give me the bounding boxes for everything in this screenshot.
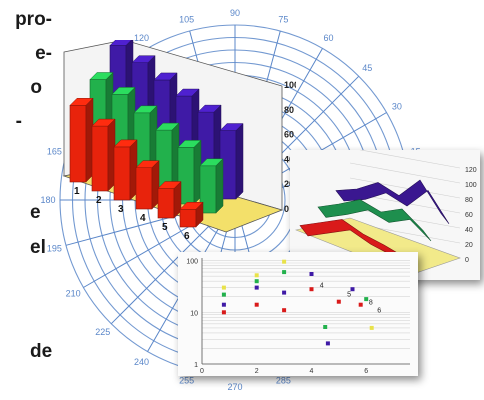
polar-angle-label: 255 <box>179 376 194 386</box>
bar-chart-category-label: 1 <box>74 186 80 197</box>
bar-side <box>235 122 244 200</box>
scatter-xtick: 2 <box>255 368 259 375</box>
bar-chart-category-label: 6 <box>184 231 190 242</box>
area-chart-ytick: 0 <box>465 257 469 264</box>
scatter-ytick: 10 <box>190 310 198 317</box>
polar-angle-label: 180 <box>40 195 55 205</box>
bar-side <box>215 158 224 214</box>
scatter-xtick: 6 <box>364 368 368 375</box>
area-ribbon <box>335 179 450 224</box>
text-fragments: pro- e- o - <box>0 6 52 132</box>
text-fragment-3: o <box>30 77 42 98</box>
scatter-point <box>221 302 226 307</box>
area-chart-gridline <box>349 162 461 184</box>
scatter-point <box>336 299 341 304</box>
text-fragment-7: de <box>30 341 53 362</box>
bar <box>113 146 131 201</box>
scatter-point <box>358 302 363 307</box>
polar-angle-label: 105 <box>179 14 194 24</box>
text-fragment-6: el <box>30 237 46 258</box>
scatter-point <box>282 270 287 275</box>
text-fragment-4: - <box>15 111 22 132</box>
bar-chart-ytick: 60 <box>284 130 294 140</box>
scatter-xtick: 0 <box>200 368 204 375</box>
scatter-point <box>364 297 369 302</box>
area-chart-ytick: 40 <box>465 227 473 234</box>
scatter-ytick: 100 <box>186 259 198 266</box>
polar-angle-label: 45 <box>362 63 372 73</box>
polar-angle-label: 285 <box>276 376 291 386</box>
bar-chart-ytick: 40 <box>284 154 294 164</box>
scatter-point <box>323 325 328 329</box>
area-ribbon <box>317 199 432 242</box>
bar-chart-ytick: 0 <box>284 204 289 214</box>
polar-angle-label: 195 <box>47 243 62 253</box>
bar <box>179 209 197 228</box>
scatter-point <box>309 287 314 292</box>
bar <box>91 125 109 192</box>
scatter-background <box>178 252 418 376</box>
scatter-ytick: 1 <box>194 362 198 369</box>
text-fragment-1: pro- <box>15 9 52 30</box>
polar-angle-label: 120 <box>134 33 149 43</box>
polar-angle-label: 240 <box>134 357 149 367</box>
text-fragment-5: e <box>30 202 41 223</box>
scatter-point <box>282 308 287 313</box>
polar-angle-label: 90 <box>230 8 240 18</box>
bar-chart-ytick: 80 <box>284 105 294 115</box>
scatter-point <box>221 285 226 290</box>
polar-angle-label: 30 <box>392 102 402 112</box>
bar-chart-category-label: 2 <box>96 195 102 206</box>
area-chart-ytick: 60 <box>465 212 473 219</box>
scatter-point <box>254 273 259 278</box>
scatter-point-label: 8 <box>369 300 373 307</box>
polar-angle-label: 60 <box>323 33 333 43</box>
scatter-point-label: 4 <box>320 283 324 290</box>
area-chart-ytick: 100 <box>465 182 477 189</box>
bar-chart-category-label: 5 <box>162 222 168 233</box>
bar <box>69 105 87 183</box>
bar-chart: 0 20 40 60 80 100 1 2 3 4 5 6 <box>62 37 299 242</box>
bar <box>157 188 175 219</box>
scatter-point <box>282 259 287 264</box>
scatter-point-label: 6 <box>377 307 381 314</box>
scatter-point <box>350 287 355 292</box>
bar-chart-panel: 0 20 40 60 80 100 1 2 3 4 5 6 <box>56 37 299 250</box>
scatter-point <box>254 302 259 307</box>
bar-side <box>195 201 204 228</box>
scatter-point-label: 5 <box>347 292 351 299</box>
scatter-point <box>221 310 226 315</box>
scatter-point <box>309 272 314 276</box>
scatter-xtick: 4 <box>310 368 314 375</box>
polar-angle-label: 165 <box>47 147 62 157</box>
area-chart-gridline <box>349 147 461 169</box>
area-chart-ytick: 120 <box>465 167 477 174</box>
bar <box>135 167 153 210</box>
text-fragment-2: e- <box>35 43 52 64</box>
scatter-point <box>282 290 287 295</box>
area-chart-ytick: 80 <box>465 197 473 204</box>
bar-chart-category-label: 4 <box>140 213 146 224</box>
scatter-point <box>221 292 226 297</box>
bar-chart-ytick: 20 <box>284 179 294 189</box>
scatter-point <box>254 279 259 284</box>
polar-angle-label: 210 <box>66 289 81 299</box>
polar-angle-label: 75 <box>278 14 288 24</box>
scatter-point <box>369 325 374 330</box>
bar-chart-category-label: 3 <box>118 204 124 215</box>
scatter-point <box>325 341 330 346</box>
area-chart-ytick: 20 <box>465 242 473 249</box>
area-chart-gridline <box>349 177 461 199</box>
scatter-point <box>254 285 259 290</box>
polar-angle-label: 225 <box>95 327 110 337</box>
bar-chart-ytick: 100 <box>284 80 296 90</box>
scatter-chart-panel: 1 10 100 0 2 4 6 8 4 5 6 <box>178 252 418 376</box>
polar-angle-label: 270 <box>227 382 242 392</box>
